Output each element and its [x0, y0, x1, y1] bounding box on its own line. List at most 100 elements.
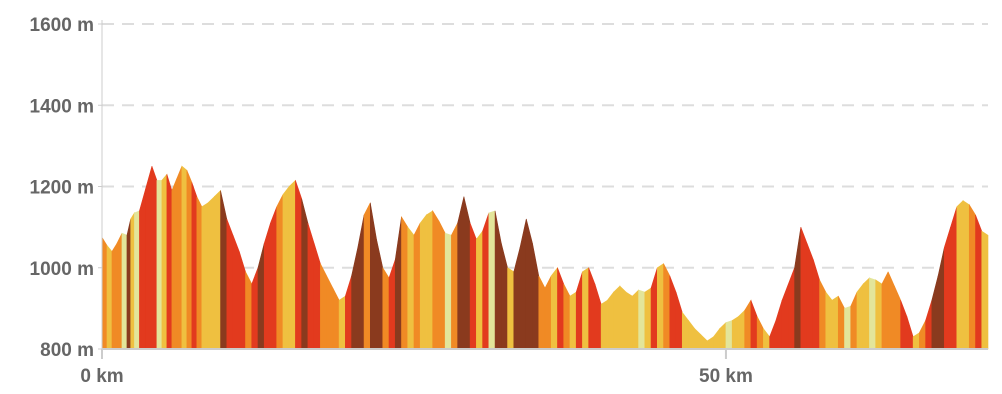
- elevation-segment: [638, 289, 646, 350]
- elevation-segment: [706, 336, 714, 350]
- elevation-segment: [382, 266, 390, 350]
- elevation-segment: [900, 300, 908, 350]
- elevation-segment: [232, 235, 240, 350]
- elevation-segment: [220, 190, 228, 350]
- elevation-segment: [806, 243, 814, 350]
- y-tick-label: 1000 m: [30, 259, 94, 280]
- elevation-segment: [501, 243, 508, 350]
- y-tick-label: 1200 m: [30, 178, 94, 199]
- elevation-segment: [295, 180, 302, 350]
- elevation-segment: [906, 316, 914, 350]
- elevation-segment: [650, 267, 658, 350]
- tick-labels: 800 m 1000 m 1200 m 1400 m 1600 m 0 km 50 km: [30, 15, 753, 387]
- elevation-segment: [919, 320, 926, 350]
- elevation-segment: [111, 242, 118, 350]
- elevation-segment: [600, 299, 608, 350]
- elevation-segment: [419, 214, 427, 350]
- elevation-segment: [569, 291, 577, 350]
- elevation-segment: [191, 182, 198, 350]
- elevation-segment: [166, 174, 173, 350]
- elevation-segment: [116, 233, 123, 350]
- elevation-segment: [307, 222, 315, 350]
- elevation-segment: [850, 292, 858, 350]
- elevation-segment: [270, 206, 278, 350]
- elevation-segment: [525, 218, 533, 350]
- elevation-segment: [513, 247, 521, 350]
- elevation-segment: [282, 185, 290, 350]
- elevation-segment: [444, 232, 452, 350]
- elevation-segment: [171, 178, 178, 350]
- elevation-segment: [276, 194, 284, 350]
- elevation-segment: [451, 222, 458, 350]
- elevation-segment: [781, 283, 789, 350]
- elevation-segment: [700, 334, 708, 350]
- elevation-segment: [812, 259, 820, 350]
- elevation-segment: [139, 188, 146, 350]
- y-tick-label: 800 m: [40, 340, 94, 361]
- elevation-segment: [738, 309, 745, 350]
- elevation-segment: [301, 198, 309, 350]
- elevation-segment: [769, 320, 777, 350]
- elevation-segment: [594, 283, 602, 350]
- elevation-area: [101, 165, 989, 350]
- elevation-segment: [725, 320, 733, 350]
- elevation-segment: [550, 266, 558, 350]
- elevation-segment: [968, 203, 976, 350]
- elevation-segment: [575, 271, 583, 350]
- elevation-segment: [956, 200, 964, 350]
- elevation-segment: [775, 300, 783, 350]
- elevation-segment: [214, 189, 221, 350]
- elevation-segment: [313, 243, 321, 350]
- elevation-segment: [694, 327, 702, 350]
- elevation-segment: [881, 271, 889, 350]
- elevation-segment: [688, 319, 696, 350]
- elevation-segment: [944, 227, 951, 350]
- elevation-segment: [663, 263, 671, 350]
- elevation-segment: [937, 247, 945, 350]
- elevation-segment: [226, 218, 234, 350]
- elevation-segment: [856, 283, 864, 350]
- elevation-segment: [875, 279, 883, 350]
- elevation-segment: [794, 227, 802, 350]
- elevation-segment: [196, 196, 203, 350]
- axes: [98, 20, 988, 359]
- elevation-segment: [121, 232, 128, 350]
- elevation-segment: [145, 166, 153, 350]
- elevation-segment: [962, 200, 970, 350]
- elevation-segment: [126, 218, 132, 350]
- elevation-segment: [981, 230, 989, 350]
- elevation-segment: [788, 267, 795, 350]
- elevation-segment: [588, 267, 596, 350]
- elevation-segment: [238, 251, 246, 350]
- elevation-segment: [320, 263, 327, 350]
- elevation-segment: [507, 267, 515, 350]
- elevation-segment: [345, 275, 352, 350]
- elevation-segment: [831, 295, 839, 350]
- elevation-segment: [644, 287, 652, 350]
- elevation-segment: [862, 277, 870, 350]
- elevation-segment: [176, 166, 183, 350]
- elevation-segment: [469, 222, 477, 350]
- elevation-segment: [457, 196, 465, 350]
- elevation-segment: [613, 285, 621, 350]
- elevation-segment: [532, 243, 540, 350]
- elevation-segment: [388, 259, 396, 350]
- elevation-segment: [338, 295, 346, 350]
- elevation-segment: [763, 327, 770, 350]
- elevation-segment: [756, 316, 764, 350]
- elevation-segment: [156, 180, 163, 350]
- elevation-segment: [257, 243, 265, 350]
- elevation-segment: [819, 279, 827, 350]
- elevation-segment: [950, 206, 958, 350]
- elevation-segment: [332, 287, 340, 350]
- elevation-segment: [106, 244, 113, 350]
- elevation-segment: [837, 296, 845, 350]
- elevation-segment: [750, 300, 758, 350]
- elevation-segment: [538, 275, 546, 350]
- elevation-segment: [251, 267, 259, 350]
- elevation-segment: [619, 285, 627, 350]
- elevation-segment: [519, 218, 527, 350]
- x-tick-label: 50 km: [699, 366, 753, 387]
